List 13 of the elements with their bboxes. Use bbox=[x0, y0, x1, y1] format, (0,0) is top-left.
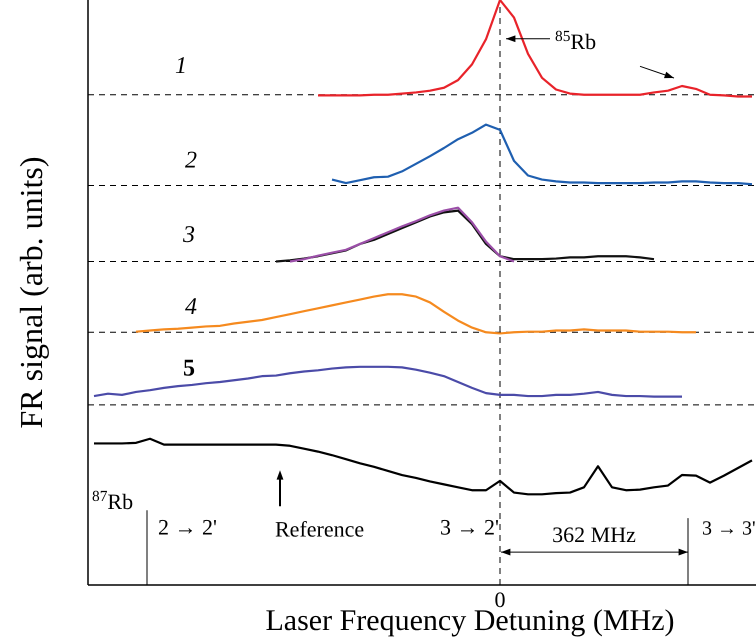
annotation: 5 bbox=[183, 355, 195, 382]
annotation: $^{87}$Rb bbox=[92, 487, 134, 514]
annotation: 3 → 2' bbox=[440, 514, 499, 540]
annotation: 2 bbox=[185, 148, 197, 174]
annotation: 1 bbox=[175, 53, 187, 80]
annotation: $^{85}$Rb bbox=[555, 27, 596, 54]
y-axis-title: FR signal (arb. units) bbox=[13, 156, 49, 428]
annotation: 3 bbox=[182, 222, 195, 248]
annotation: 362 MHz bbox=[552, 522, 636, 548]
annotation: Reference bbox=[275, 516, 364, 542]
annotation: 2 → 2' bbox=[158, 514, 217, 540]
annotation: 4 bbox=[185, 294, 197, 320]
annotation: 3 → 3' bbox=[702, 517, 756, 540]
